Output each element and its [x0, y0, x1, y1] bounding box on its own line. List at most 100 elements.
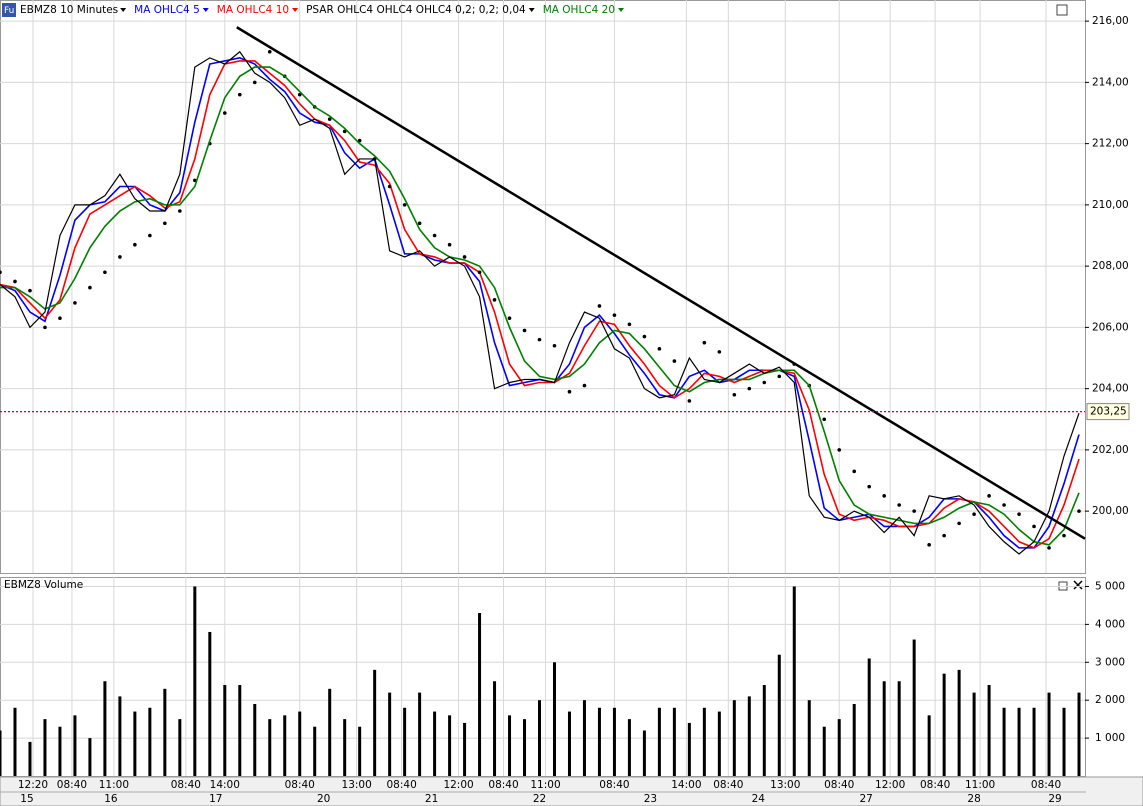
psar-dot	[1017, 512, 1021, 516]
psar-dot	[43, 325, 47, 330]
psar-dot	[552, 343, 557, 348]
psar-dot	[942, 533, 946, 538]
psar-dot	[837, 448, 842, 452]
psar-dot	[927, 543, 931, 547]
x-tick-label: 08:40	[1031, 779, 1061, 791]
date-label: 17	[209, 793, 222, 805]
volume-bar	[762, 685, 766, 776]
psar-dot	[73, 301, 77, 305]
volume-bar	[807, 700, 811, 776]
psar-dot	[897, 503, 901, 507]
volume-bar	[73, 715, 77, 776]
volume-bar	[373, 669, 377, 776]
maximize-button[interactable]	[1056, 4, 1068, 16]
volume-bar	[777, 654, 781, 776]
y-tick-label: 216,00	[1092, 15, 1129, 27]
psar-dot	[732, 392, 737, 397]
x-tick-label: 11:00	[99, 779, 129, 791]
volume-bar	[463, 722, 467, 776]
x-tick-label: 08:40	[599, 779, 629, 791]
date-label: 22	[533, 793, 546, 805]
volume-bar	[448, 715, 452, 776]
volume-bar	[792, 586, 796, 776]
date-label: 27	[860, 793, 873, 805]
x-tick-label: 08:40	[824, 779, 854, 791]
dropdown-arrow	[618, 8, 625, 12]
psar-dot	[148, 233, 152, 238]
y-tick-label: 204,00	[1092, 383, 1129, 395]
legend-entry: MA OHLC4 20	[543, 4, 615, 16]
y-tick-label: 4 000	[1095, 618, 1125, 630]
volume-bar	[13, 707, 17, 776]
psar-dot	[492, 298, 497, 302]
volume-bar	[538, 700, 542, 776]
psar-dot	[222, 111, 227, 115]
x-tick-label: 08:40	[488, 779, 518, 791]
volume-bar	[912, 639, 916, 776]
psar-dot	[267, 49, 272, 54]
volume-bar	[88, 738, 92, 776]
volume-bar	[837, 719, 841, 776]
close-button[interactable]	[1073, 580, 1083, 590]
volume-bar	[148, 707, 152, 776]
x-tick-label: 13:00	[770, 779, 800, 791]
y-tick-label: 202,00	[1092, 444, 1129, 456]
x-tick-label: 12:20	[18, 779, 48, 791]
y-tick-label: 212,00	[1092, 138, 1129, 150]
psar-dot	[417, 221, 422, 226]
psar-dot	[1047, 546, 1051, 550]
volume-bar	[1002, 707, 1006, 776]
volume-bar	[567, 711, 571, 776]
volume-bar	[882, 681, 886, 776]
y-tick-label: 214,00	[1092, 76, 1129, 88]
volume-bar	[687, 722, 691, 776]
psar-dot	[627, 322, 632, 327]
volume-bar	[897, 681, 901, 776]
volume-bar	[702, 707, 706, 776]
volume-bar	[253, 703, 257, 776]
volume-title: EBMZ8 Volume	[4, 579, 83, 591]
marks	[0, 26, 1086, 776]
psar-dot	[687, 399, 692, 403]
psar-dot	[163, 221, 167, 226]
volume-bar	[972, 692, 976, 776]
volume-bar	[58, 726, 62, 776]
volume-bar	[358, 726, 362, 776]
volume-bar	[388, 692, 392, 776]
date-label: 28	[967, 793, 980, 805]
psar-dot	[462, 255, 467, 259]
psar-dot	[882, 494, 886, 498]
date-label: 16	[104, 793, 118, 805]
y-tick-label: 2 000	[1095, 694, 1125, 706]
price-line	[0, 50, 1080, 555]
x-tick-label: 13:00	[342, 779, 372, 791]
last-price-box	[1086, 403, 1130, 421]
y-tick-label: 200,00	[1092, 505, 1129, 517]
volume-bar	[1077, 692, 1081, 776]
symbol-icon[interactable]	[2, 3, 16, 17]
volume-bar	[298, 711, 302, 776]
x-tick-label: 14:00	[210, 779, 240, 791]
volume-bar	[208, 631, 212, 776]
psar-dot	[387, 184, 392, 189]
psar-dot	[342, 129, 347, 134]
volume-bar	[118, 696, 122, 776]
psar-dot	[28, 288, 32, 293]
psar-dot	[912, 509, 916, 513]
volume-bar	[313, 726, 317, 776]
psar-dot	[477, 270, 482, 275]
volume-bar	[612, 707, 616, 776]
psar-dot	[118, 255, 122, 259]
date-label: 21	[425, 793, 438, 805]
x-tick-label: 08:40	[285, 779, 315, 791]
x-tick-label: 12:00	[875, 779, 905, 791]
psar-dot	[103, 270, 107, 275]
volume-bar	[1047, 692, 1051, 776]
psar-dot	[252, 80, 257, 85]
volume-bar	[43, 719, 47, 776]
volume-bar	[852, 703, 856, 776]
volume-bar	[582, 700, 586, 776]
volume-bar	[238, 685, 242, 776]
dropdown-arrow	[528, 8, 535, 12]
x-tick-label: 11:00	[965, 779, 995, 791]
